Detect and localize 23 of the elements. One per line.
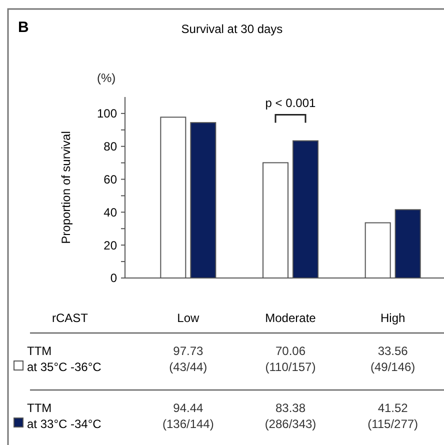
y-tick-label: 60 (104, 172, 118, 186)
x-tick-label: Low (177, 311, 200, 325)
data-label: 70.06 (110/157) (265, 344, 316, 374)
y-tick-label: 100 (96, 106, 118, 121)
x-tick-label: High (380, 311, 406, 325)
data-label: 83.38 (286/343) (264, 401, 316, 431)
legend-label: TTM at 33°C -34°C (27, 401, 102, 431)
x-axis-title: rCAST (52, 311, 89, 325)
data-label: 33.56 (49/146) (370, 344, 416, 374)
text: B (18, 19, 29, 36)
legend-label: TTM at 35°C -36°C (27, 344, 102, 374)
y-tick-label: 40 (104, 205, 118, 220)
data-label: 41.52 (115/277) (368, 401, 418, 431)
y-tick-label: 20 (104, 238, 118, 252)
y-tick-label: 80 (104, 140, 118, 154)
chart-title: Survival at 30 days (181, 22, 283, 36)
annotation: p < 0.001 (265, 96, 316, 110)
text: (%) (97, 71, 116, 85)
x-tick-label: Moderate (265, 311, 316, 325)
y-axis-title: Proportion of survival (59, 131, 73, 244)
data-label: 94.44 (136/144) (162, 401, 214, 431)
data-label: 97.73 (43/44) (169, 344, 208, 374)
y-tick-label: 0 (110, 271, 118, 286)
